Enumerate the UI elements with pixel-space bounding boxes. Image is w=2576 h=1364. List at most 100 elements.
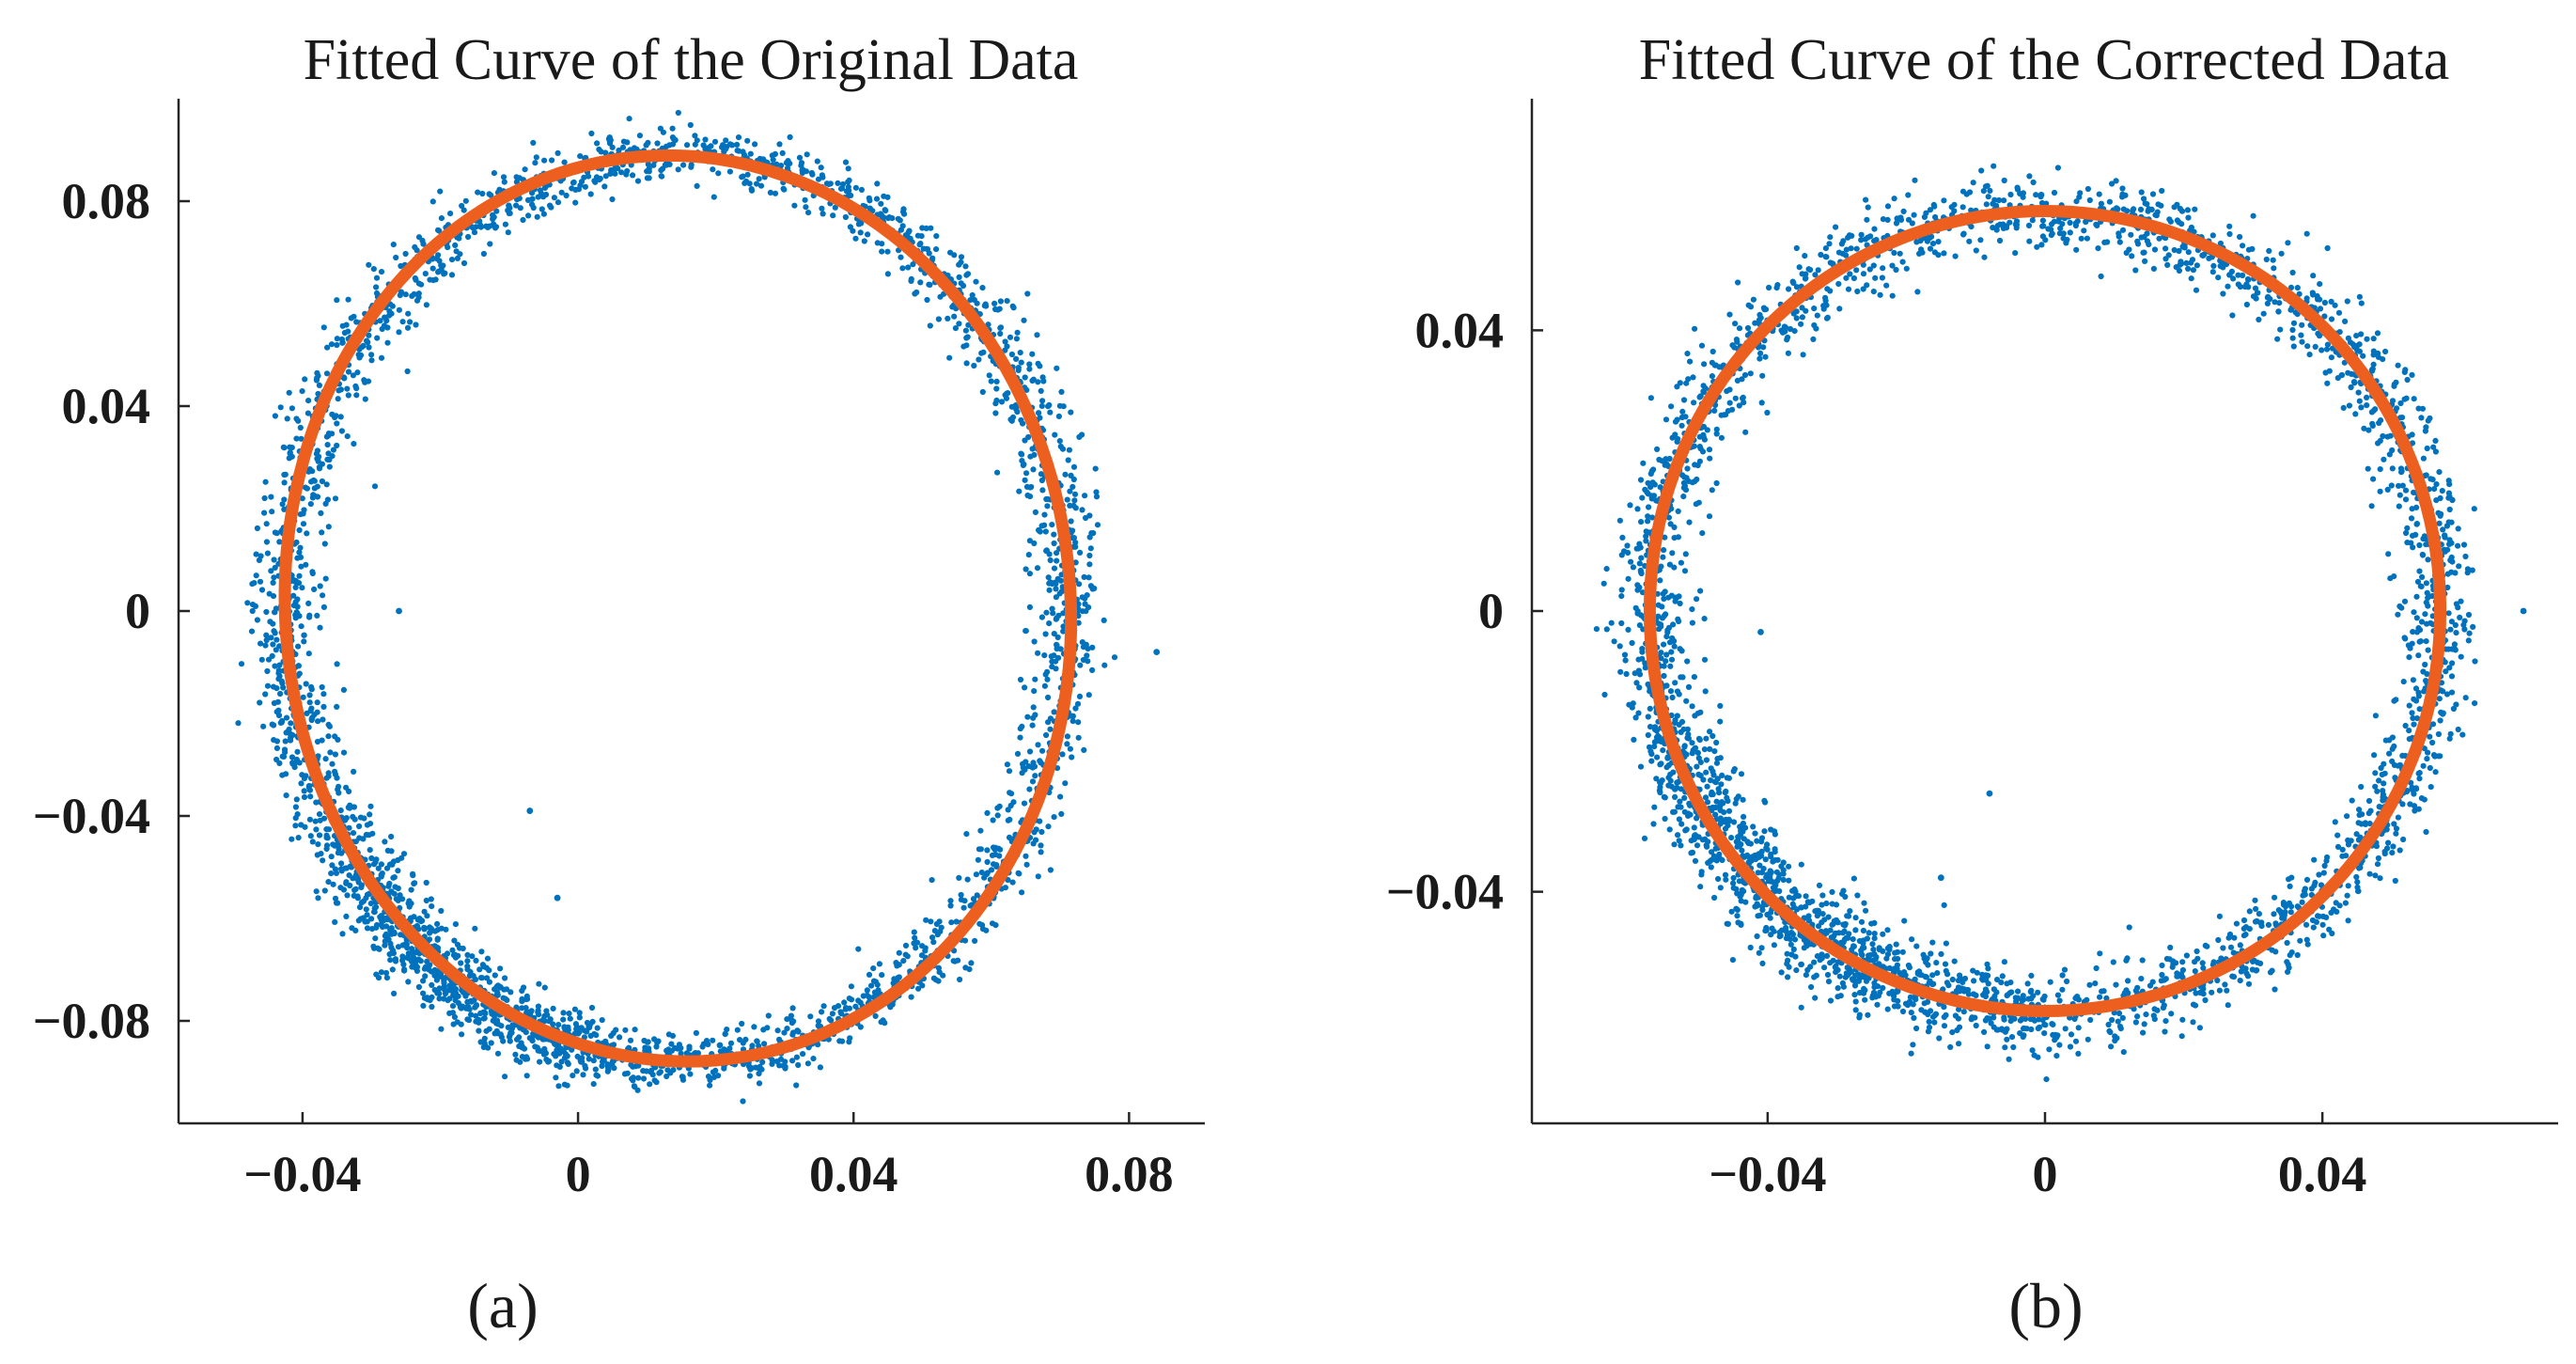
scatter-point: [330, 881, 336, 887]
scatter-point: [1741, 371, 1749, 379]
scatter-point: [2250, 293, 2257, 300]
scatter-point: [2192, 968, 2198, 975]
scatter-point: [2419, 573, 2426, 581]
scatter-point: [2004, 1036, 2010, 1043]
scatter-point: [784, 165, 791, 171]
scatter-point: [830, 212, 836, 219]
scatter-point: [772, 190, 779, 196]
scatter-point: [1712, 811, 1719, 818]
scatter-point: [826, 1015, 833, 1022]
scatter-point: [963, 272, 970, 278]
scatter-point: [2418, 619, 2426, 625]
scatter-point: [1703, 769, 1710, 776]
scatter-point: [1005, 817, 1011, 823]
scatter-point: [328, 341, 336, 348]
scatter-point: [1046, 620, 1053, 627]
scatter-point: [332, 733, 338, 740]
scatter-point: [2096, 191, 2102, 197]
scatter-point: [1051, 565, 1058, 572]
scatter-point: [904, 233, 911, 240]
scatter-point: [1021, 317, 1027, 323]
scatter-point: [865, 231, 871, 238]
scatter-point: [2415, 652, 2422, 659]
scatter-point: [483, 1027, 490, 1034]
scatter-point: [1009, 303, 1016, 309]
scatter-point: [493, 1017, 501, 1024]
scatter-point: [996, 803, 1003, 809]
scatter-point: [382, 931, 390, 937]
scatter-point: [911, 929, 917, 935]
scatter-point: [1627, 502, 1633, 509]
scatter-point: [1899, 259, 1906, 265]
scatter-point: [1891, 249, 1897, 257]
scatter-point: [334, 420, 340, 427]
scatter-point: [1029, 722, 1036, 729]
scatter-point: [2123, 249, 2130, 257]
scatter-point: [298, 623, 304, 630]
scatter-point: [657, 1069, 664, 1075]
scatter-point: [364, 822, 370, 828]
scatter-point: [350, 830, 357, 837]
scatter-point: [1683, 380, 1690, 386]
scatter-point: [1046, 587, 1053, 593]
scatter-point: [1611, 638, 1617, 645]
scatter-point: [320, 815, 328, 822]
scatter-point: [1066, 447, 1072, 453]
scatter-point: [963, 360, 970, 367]
scatter-point: [1094, 522, 1101, 528]
scatter-point: [1039, 398, 1046, 404]
scatter-point: [2364, 402, 2370, 409]
scatter-point: [299, 495, 305, 502]
scatter-point: [866, 197, 873, 204]
scatter-point: [648, 1069, 654, 1075]
scatter-point: [383, 923, 390, 930]
scatter-point: [997, 298, 1004, 305]
scatter-point: [927, 322, 933, 329]
scatter-point: [609, 196, 616, 203]
scatter-point: [734, 141, 741, 148]
scatter-point: [298, 822, 304, 828]
scatter-point: [2410, 629, 2416, 635]
scatter-point: [1026, 786, 1033, 792]
scatter-point: [975, 856, 981, 863]
scatter-point: [283, 792, 289, 799]
scatter-point: [2394, 405, 2400, 412]
scatter-point: [343, 815, 350, 822]
scatter-point: [626, 116, 632, 122]
scatter-point: [391, 930, 398, 937]
scatter-point: [687, 121, 694, 129]
scatter-point: [1093, 494, 1101, 500]
scatter-point: [2372, 872, 2379, 879]
scatter-point: [1709, 487, 1715, 494]
scatter-point: [2370, 361, 2377, 368]
scatter-point: [524, 196, 532, 203]
scatter-point: [2395, 362, 2401, 368]
scatter-point: [1043, 609, 1050, 616]
scatter-point: [2385, 551, 2392, 557]
scatter-point: [388, 925, 395, 932]
scatter-point: [428, 896, 434, 902]
scatter-point: [664, 160, 670, 166]
scatter-point: [1008, 403, 1015, 410]
scatter-point: [747, 150, 754, 157]
scatter-point: [517, 205, 523, 212]
scatter-point: [2272, 299, 2278, 306]
scatter-point: [915, 985, 922, 992]
scatter-point: [748, 1065, 756, 1072]
scatter-point: [2240, 272, 2246, 279]
scatter-point: [2436, 696, 2443, 702]
scatter-point: [2209, 269, 2216, 275]
scatter-point: [1674, 713, 1680, 719]
scatter-point: [1006, 768, 1013, 775]
scatter-point: [1034, 565, 1041, 572]
scatter-point: [804, 1060, 812, 1067]
scatter-point: [774, 1027, 781, 1034]
scatter-point: [2406, 702, 2412, 709]
scatter-point: [409, 292, 415, 299]
scatter-point: [2290, 320, 2298, 326]
scatter-point: [2059, 221, 2066, 227]
scatter-point: [271, 722, 277, 729]
scatter-point: [2368, 503, 2375, 510]
scatter-point: [1858, 237, 1865, 243]
scatter-point: [427, 929, 433, 935]
